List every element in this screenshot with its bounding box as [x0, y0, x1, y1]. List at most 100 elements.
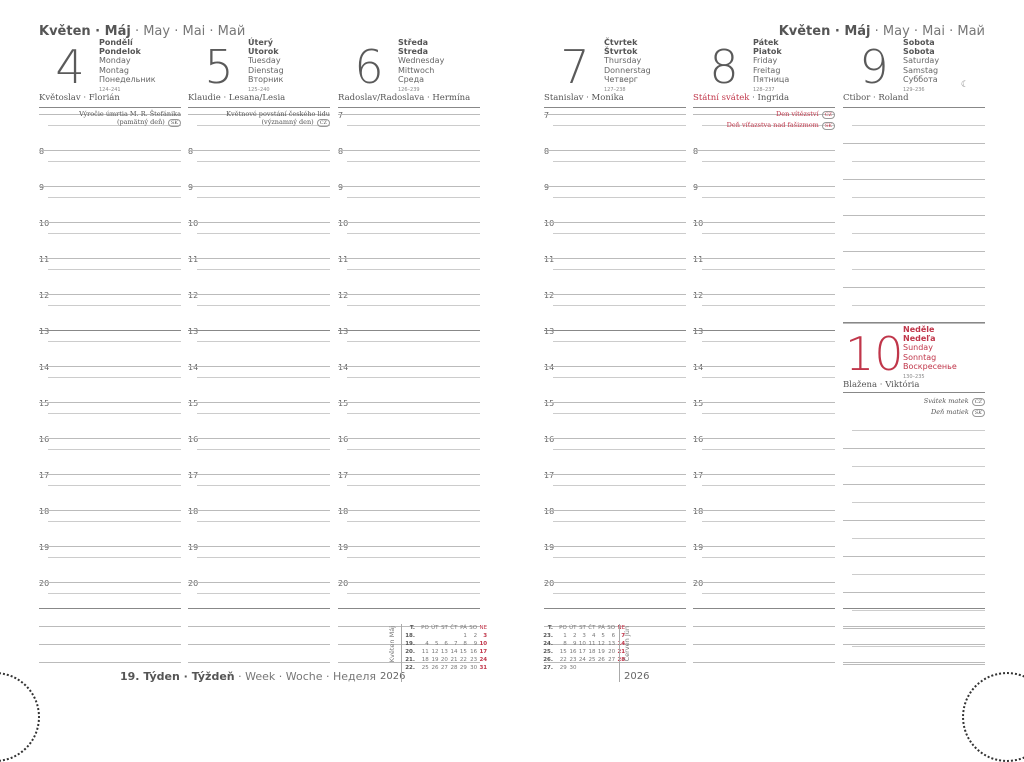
day-name-name_sk: Utorok	[248, 47, 279, 57]
country-badge: CZ	[971, 398, 985, 406]
day-name-en: Tuesday	[248, 56, 281, 66]
hour-label: 14	[39, 363, 50, 372]
hour-label: 16	[544, 435, 555, 444]
day-column[interactable]: 7 Čtvrtek Štvrtok Thursday Donnerstag Четверг…	[544, 0, 686, 734]
hour-label: 20	[188, 579, 199, 588]
day-note: Výročie úmrtia M. R. Štefánika (pamätný …	[79, 110, 181, 127]
calendar-week-row: 22. 25 26 27 28 29 30 31	[405, 665, 488, 671]
day-name-de: Sonntag	[903, 352, 937, 362]
hour-label: 19	[544, 543, 555, 552]
day-name-name_cz: Pondělí	[99, 38, 133, 47]
hour-label: 18	[693, 507, 704, 516]
month-header-right: Květen · Máj · May · Mai · Май	[778, 24, 985, 39]
hour-label: 20	[338, 579, 349, 588]
hour-label: 11	[693, 255, 704, 264]
week-label: 19. Týden · Týždeň · Week · Woche · Неде…	[120, 670, 377, 683]
calendar-week-row: 23. 1 2 3 4 5 6 7	[543, 633, 626, 639]
hour-label: 12	[693, 291, 704, 300]
hour-label: 8	[39, 147, 45, 156]
hour-label: 14	[188, 363, 199, 372]
day-name-en: Monday	[99, 56, 131, 66]
hour-label: 20	[693, 579, 704, 588]
day-column[interactable]: 5 Úterý Utorok Tuesday Dienstag Вторник 125–24…	[188, 0, 330, 734]
day-name-de: Freitag	[753, 65, 781, 75]
day-names: Úterý Utorok Tuesday Dienstag Вторник 125–240	[248, 38, 284, 95]
day-name-name_cz: Úterý	[248, 38, 273, 47]
hour-label: 17	[39, 471, 50, 480]
day-note: Deň matiek SK	[931, 408, 985, 417]
day-note: Květnové povstání českého lidu (významný…	[226, 110, 330, 127]
nameday: Květoslav · Florián	[39, 93, 120, 103]
day-number: 7	[560, 40, 590, 94]
day-name-count: 129–236	[903, 87, 925, 94]
day-name-count: 125–240	[248, 87, 270, 94]
country-badge: CZ	[821, 111, 835, 119]
hour-label: 10	[544, 219, 555, 228]
hour-label: 9	[693, 183, 699, 192]
hour-label: 10	[693, 219, 704, 228]
hour-label: 12	[188, 291, 199, 300]
hour-label: 12	[39, 291, 50, 300]
day-name-name_sk: Pondelok	[99, 47, 141, 57]
hour-label: 15	[188, 399, 199, 408]
day-name-en: Friday	[753, 56, 778, 66]
day-names: Pondělí Pondelok Monday Montag Понедельник 12…	[99, 38, 156, 95]
day-names: Středa Streda Wednesday Mittwoch Среда 126–23…	[398, 38, 444, 95]
nameday: Ctibor · Roland	[843, 93, 909, 103]
year-right: 2026	[624, 671, 650, 682]
day-column[interactable]: 9 Sobota Sobota Saturday Samstag Суббота 129–2…	[843, 0, 985, 734]
day-name-name_cz: Neděle	[903, 325, 935, 334]
holiday-label: Státní svátek	[693, 93, 750, 103]
calendar-week-row: 25. 15 16 17 18 19 20 21	[543, 649, 626, 655]
day-name-de: Dienstag	[248, 65, 284, 75]
day-name-count: 130–235	[903, 374, 925, 381]
country-badge: SK	[821, 122, 835, 130]
hour-label: 20	[544, 579, 555, 588]
hour-label: 16	[39, 435, 50, 444]
day-column[interactable]: 8 Pátek Piatok Friday Freitag Пятница 128–237 S…	[693, 0, 835, 734]
day-name-de: Montag	[99, 65, 129, 75]
day-name-ru: Понедельник	[99, 74, 156, 84]
day-name-ru: Четверг	[604, 74, 638, 84]
year-left: 2026	[380, 671, 406, 682]
hour-label: 18	[544, 507, 555, 516]
day-number: 4	[55, 40, 85, 94]
hour-label: 11	[39, 255, 50, 264]
calendar-week-row: 24. 8 9 10 11 12 13 14	[543, 641, 626, 647]
calendar-week-row: 26. 22 23 24 25 26 27 28	[543, 657, 626, 663]
hour-label: 15	[338, 399, 349, 408]
hour-label: 13	[693, 327, 704, 336]
nameday: Blažena · Viktória	[843, 380, 920, 390]
day-names: Neděle Nedeľa Sunday Sonntag Воскресенье 130–…	[903, 325, 957, 382]
hour-label: 18	[188, 507, 199, 516]
hour-label: 14	[693, 363, 704, 372]
hour-label: 13	[39, 327, 50, 336]
day-number: 10	[845, 327, 904, 381]
hour-label: 19	[188, 543, 199, 552]
hour-label: 9	[544, 183, 550, 192]
day-column[interactable]: 6 Středa Streda Wednesday Mittwoch Среда 126–2…	[338, 0, 480, 734]
day-number: 9	[859, 40, 889, 94]
day-note: Den vítězství CZ	[776, 110, 835, 119]
hour-label: 19	[693, 543, 704, 552]
hour-label: 13	[188, 327, 199, 336]
hour-label: 8	[693, 147, 699, 156]
hour-label: 13	[544, 327, 555, 336]
hour-label: 19	[338, 543, 349, 552]
hour-label: 8	[338, 147, 344, 156]
hour-label: 14	[338, 363, 349, 372]
hour-label: 9	[338, 183, 344, 192]
calendar-week-row: 18. 1 2 3	[405, 633, 488, 639]
day-number: 6	[354, 40, 384, 94]
day-name-de: Donnerstag	[604, 65, 651, 75]
day-column[interactable]: 4 Pondělí Pondelok Monday Montag Понедельник 1…	[39, 0, 181, 734]
hour-label: 11	[188, 255, 199, 264]
day-name-count: 126–239	[398, 87, 420, 94]
hour-label: 12	[338, 291, 349, 300]
hour-label: 8	[188, 147, 194, 156]
country-badge: SK	[167, 119, 181, 127]
hour-label: 10	[338, 219, 349, 228]
hour-label: 18	[39, 507, 50, 516]
day-name-count: 127–238	[604, 87, 626, 94]
calendar-week-row: 19. 4 5 6 7 8 9 10	[405, 641, 488, 647]
